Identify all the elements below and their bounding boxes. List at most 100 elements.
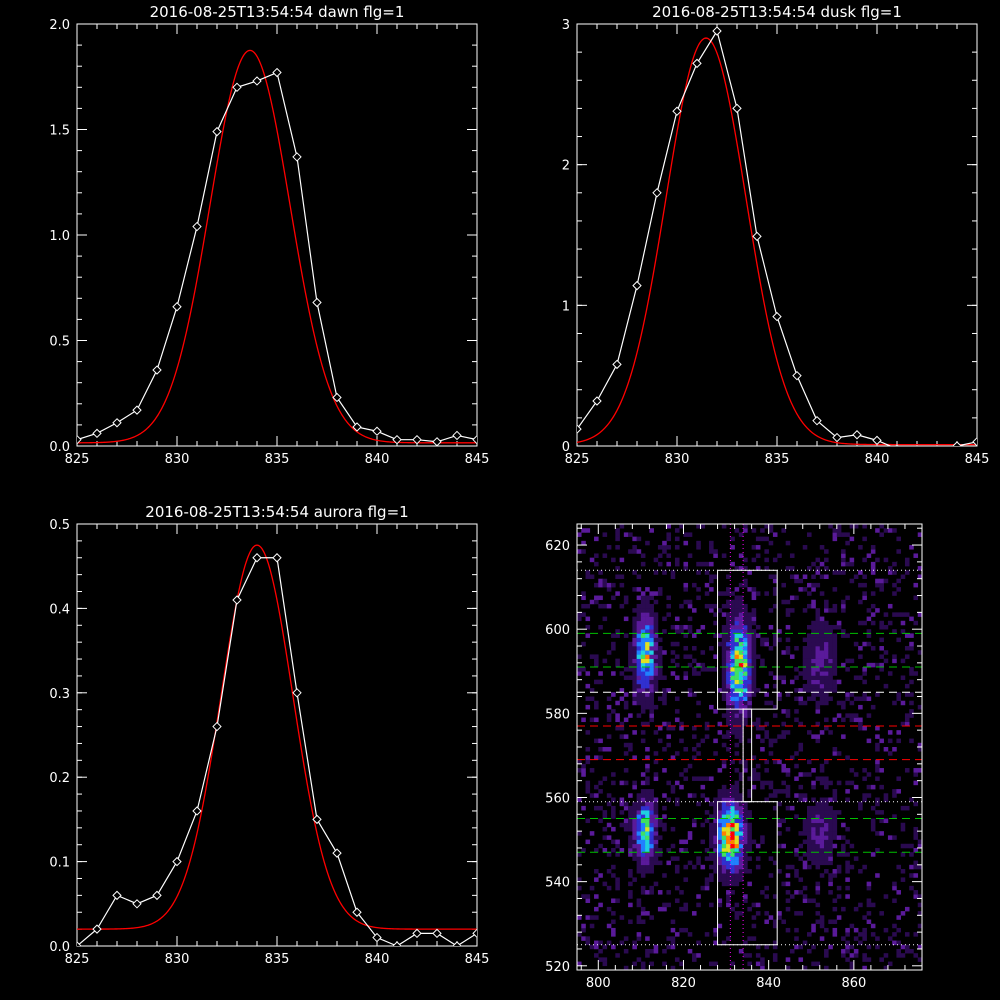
heatmap-pixel bbox=[606, 696, 612, 702]
heatmap-pixel bbox=[657, 650, 663, 655]
heatmap-pixel bbox=[764, 734, 769, 739]
heatmap-pixel bbox=[645, 826, 650, 832]
heatmap-pixel bbox=[628, 654, 633, 659]
heatmap-pixel bbox=[721, 797, 727, 802]
heatmap-pixel bbox=[819, 839, 825, 845]
heatmap-pixel bbox=[709, 831, 714, 836]
heatmap-pixel bbox=[832, 650, 838, 655]
heatmap-pixel bbox=[645, 658, 650, 664]
heatmap-pixel bbox=[589, 768, 595, 773]
heatmap-pixel bbox=[738, 877, 744, 882]
heatmap-pixel bbox=[828, 831, 833, 836]
heatmap-pixel bbox=[828, 839, 833, 845]
heatmap-pixel bbox=[602, 582, 608, 588]
heatmap-pixel bbox=[632, 608, 637, 613]
heatmap-pixel bbox=[751, 772, 757, 777]
heatmap-pixel bbox=[636, 864, 642, 870]
heatmap-pixel bbox=[789, 679, 795, 685]
heatmap-pixel bbox=[917, 902, 923, 908]
heatmap-pixel bbox=[785, 646, 791, 651]
heatmap-pixel bbox=[730, 789, 735, 794]
heatmap-pixel bbox=[862, 965, 867, 971]
heatmap-pixel bbox=[743, 843, 748, 849]
heatmap-pixel bbox=[653, 751, 659, 756]
heatmap-pixel bbox=[649, 679, 654, 685]
heatmap-pixel bbox=[819, 805, 825, 811]
heatmap-pixel bbox=[917, 944, 923, 950]
heatmap-pixel bbox=[772, 894, 778, 899]
heatmap-pixel bbox=[734, 852, 740, 857]
heatmap-pixel bbox=[594, 894, 599, 899]
heatmap-pixel bbox=[743, 822, 748, 828]
heatmap-pixel bbox=[807, 641, 812, 647]
heatmap-pixel bbox=[870, 612, 876, 617]
heatmap-pixel bbox=[772, 641, 778, 647]
heatmap-pixel bbox=[640, 738, 646, 744]
heatmap-pixel bbox=[862, 641, 867, 647]
heatmap-pixel bbox=[755, 717, 761, 723]
heatmap-pixel bbox=[653, 704, 659, 710]
heatmap-pixel bbox=[743, 826, 748, 832]
heatmap-pixel bbox=[858, 869, 863, 874]
heatmap-pixel bbox=[640, 835, 646, 840]
heatmap-pixel bbox=[619, 822, 625, 828]
heatmap-pixel bbox=[828, 671, 833, 676]
heatmap-pixel bbox=[649, 688, 654, 693]
heatmap-pixel bbox=[738, 608, 744, 613]
heatmap-pixel bbox=[687, 932, 693, 937]
data-point-diamond bbox=[652, 188, 662, 198]
heatmap-pixel bbox=[896, 927, 901, 933]
heatmap-pixel bbox=[883, 818, 889, 824]
heatmap-pixel bbox=[623, 633, 629, 638]
heatmap-pixel bbox=[738, 826, 744, 832]
heatmap-pixel bbox=[717, 864, 723, 870]
heatmap-pixel bbox=[662, 675, 667, 680]
heatmap-pixel bbox=[866, 696, 872, 702]
heatmap-pixel bbox=[900, 620, 906, 626]
heatmap-pixel bbox=[875, 675, 880, 680]
heatmap-pixel bbox=[811, 852, 816, 857]
heatmap-pixel bbox=[738, 860, 744, 866]
heatmap-pixel bbox=[730, 730, 735, 735]
heatmap-pixel bbox=[717, 721, 723, 727]
heatmap-pixel bbox=[743, 864, 748, 870]
heatmap-pixel bbox=[747, 696, 752, 702]
heatmap-pixel bbox=[734, 835, 740, 840]
heatmap-pixel bbox=[760, 637, 765, 643]
heatmap-pixel bbox=[636, 624, 642, 630]
heatmap-pixel bbox=[721, 873, 727, 878]
heatmap-pixel bbox=[815, 667, 821, 672]
heatmap-pixel bbox=[794, 847, 799, 853]
heatmap-pixel bbox=[849, 561, 855, 567]
heatmap-pixel bbox=[721, 683, 727, 689]
heatmap-pixel bbox=[726, 847, 731, 853]
heatmap-pixel bbox=[849, 578, 855, 584]
heatmap-pixel bbox=[721, 805, 727, 811]
heatmap-pixel bbox=[747, 671, 752, 676]
heatmap-pixel bbox=[738, 658, 744, 664]
heatmap-pixel bbox=[674, 780, 680, 786]
heatmap-pixel bbox=[772, 738, 778, 744]
heatmap-pixel bbox=[849, 843, 855, 849]
heatmap-pixel bbox=[824, 603, 829, 609]
heatmap-pixel bbox=[640, 633, 646, 638]
heatmap-pixel bbox=[636, 633, 642, 638]
heatmap-pixel bbox=[577, 852, 582, 857]
heatmap-pixel bbox=[704, 734, 710, 739]
heatmap-pixel bbox=[858, 940, 863, 946]
heatmap-pixel bbox=[713, 801, 718, 807]
heatmap-pixel bbox=[615, 532, 620, 537]
heatmap-pixel bbox=[785, 826, 791, 832]
heatmap-pixel bbox=[794, 688, 799, 693]
heatmap-pixel bbox=[730, 629, 735, 634]
heatmap-pixel bbox=[824, 725, 829, 731]
heatmap-pixel bbox=[628, 919, 633, 925]
heatmap-pixel bbox=[785, 793, 791, 798]
heatmap-pixel bbox=[743, 860, 748, 866]
heatmap-pixel bbox=[726, 810, 731, 815]
heatmap-pixel bbox=[640, 805, 646, 811]
heatmap-pixel bbox=[734, 742, 740, 748]
heatmap-pixel bbox=[674, 869, 680, 874]
heatmap-pixel bbox=[721, 860, 727, 866]
heatmap-pixel bbox=[909, 948, 914, 954]
